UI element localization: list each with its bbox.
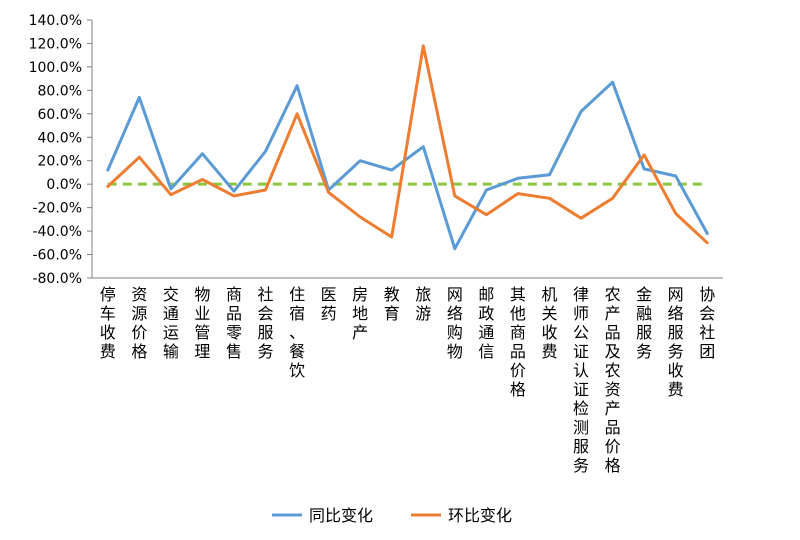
y-tick-label: -20.0% [32,201,82,217]
series-lines [106,44,709,251]
x-category-label: 机关收费 [541,285,557,361]
x-category-label: 医药 [321,285,337,323]
x-category-label: 金融服务 [636,285,652,361]
y-tick-label: 40.0% [38,130,82,146]
x-category-label: 交通运输 [163,285,179,361]
x-category-label: 邮政通信 [478,285,494,361]
x-axis: 停车收费资源价格交通运输物业管理商品零售社会服务住宿、餐饮医药房地产教育旅游网络… [92,277,723,475]
y-axis: 140.0% 120.0% 100.0% 80.0% 60.0% 40.0% 20.0% 0.… [29,13,93,287]
x-category-label: 资源价格 [131,285,147,361]
y-tick-label: 100.0% [29,60,82,76]
y-tick-label: 0.0% [46,177,82,193]
legend-label-2: 环比变化 [448,506,512,525]
x-category-label: 房地产 [352,285,368,342]
x-category-label: 网络购物 [447,285,463,361]
x-category-label: 社会服务 [258,285,274,361]
y-tick-label: 140.0% [29,13,82,29]
y-tick-label: -60.0% [32,248,82,264]
x-category-label: 协会社团 [699,285,715,361]
series-line-2 [106,44,709,245]
x-category-label: 住宿、餐饮 [289,285,305,380]
y-tick-label: 120.0% [29,36,82,52]
y-tick-label: 60.0% [38,107,82,123]
x-category-label: 旅游 [415,285,431,323]
series-line-1 [106,80,709,251]
y-tick-label: -40.0% [32,224,82,240]
x-category-label: 其他商品价格 [510,285,526,399]
x-category-label: 律师公证认证检测服务 [573,285,589,475]
y-tick-label: 20.0% [38,154,82,170]
x-category-label: 停车收费 [100,285,116,361]
x-category-label: 网络服务收费 [668,285,684,399]
legend-label-1: 同比变化 [309,506,373,525]
x-category-label: 农产品及农资产品价格 [605,285,621,475]
y-tick-label: -80.0% [32,271,82,287]
x-category-label: 物业管理 [194,285,210,361]
x-category-label: 商品零售 [226,285,242,361]
x-category-label: 教育 [384,285,400,323]
y-tick-label: 80.0% [38,83,82,99]
legend: 同比变化 环比变化 [272,506,512,525]
